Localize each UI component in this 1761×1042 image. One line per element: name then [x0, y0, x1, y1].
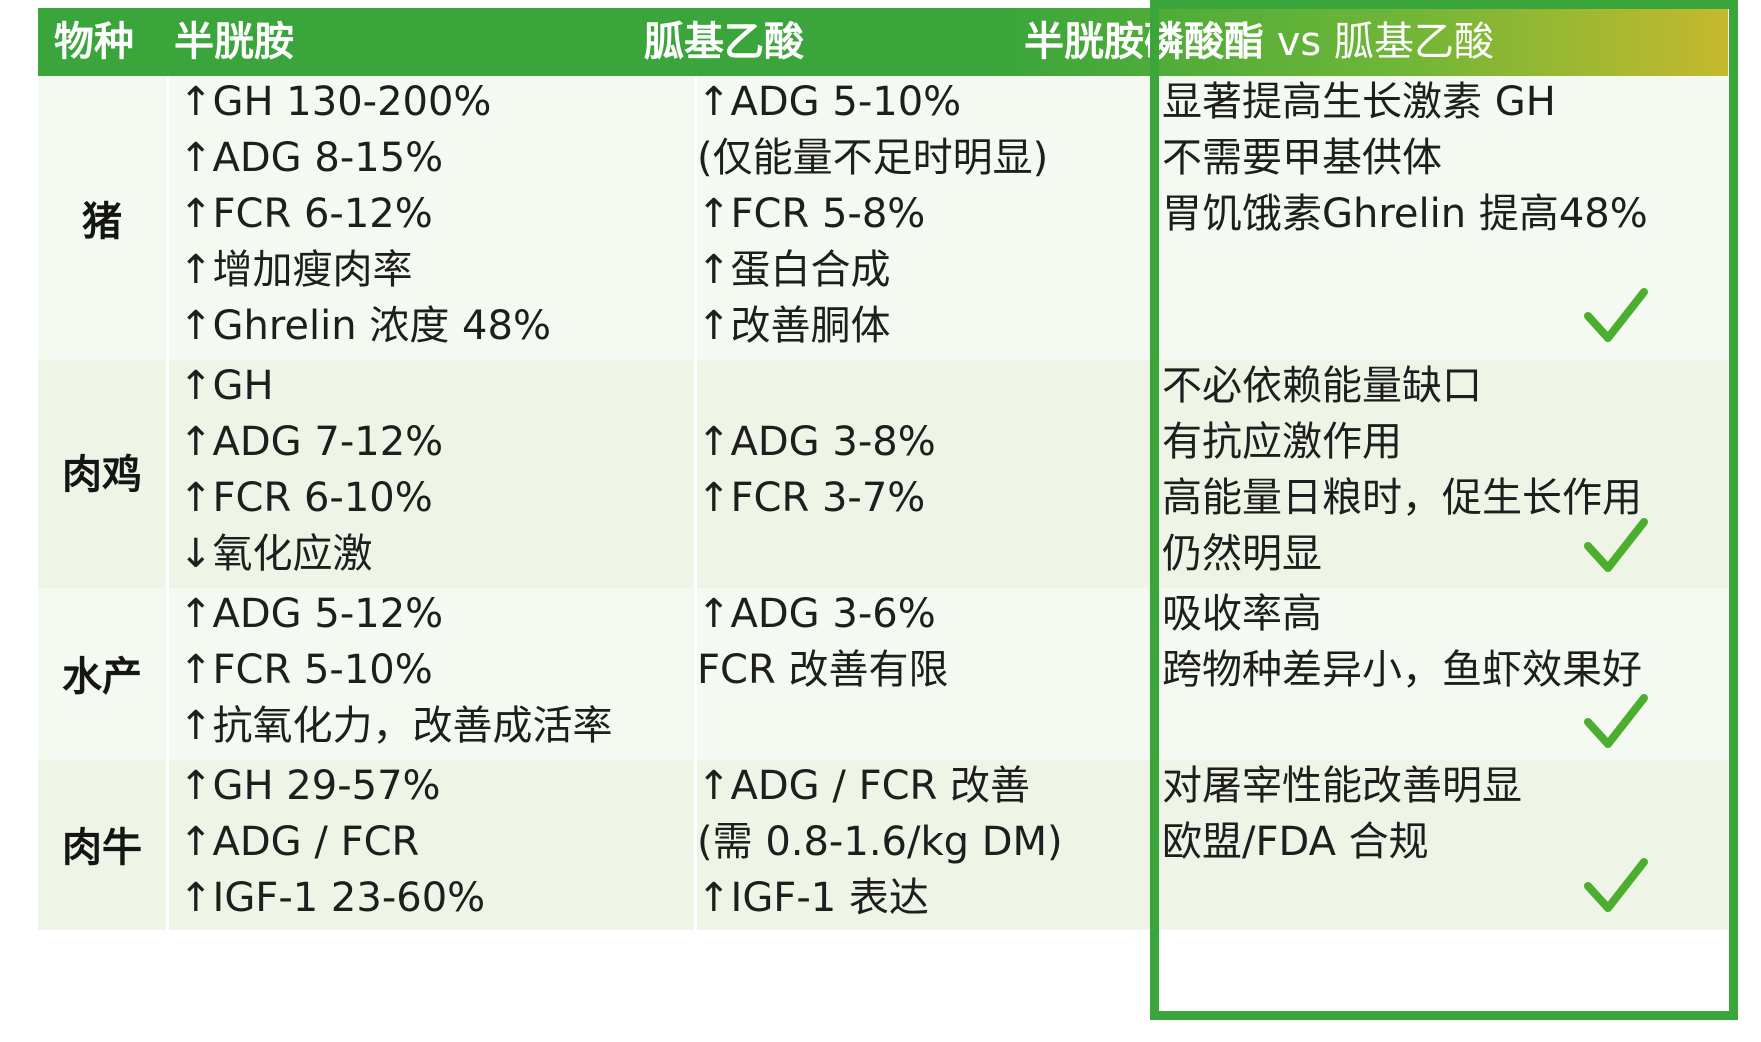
cell-line: 对屠宰性能改善明显: [1162, 763, 1522, 809]
cell-line: ↑抗氧化力，改善成活率: [179, 703, 613, 749]
species-label: 猪: [82, 199, 122, 245]
cell-line: ↑ADG 3-8%: [697, 419, 936, 465]
cell-line: ↑GH 130-200%: [179, 79, 492, 125]
table-row-beef-cattle: 肉牛 ↑GH 29-57% ↑ADG / FCR ↑IGF-1 23-60% ↑…: [38, 760, 1728, 930]
cell-line: 高能量日粮时，促生长作用: [1162, 475, 1642, 521]
cell-line: ↑ADG 5-10%: [697, 79, 962, 125]
cell-line: ↑增加瘦肉率: [179, 247, 413, 293]
cell-line: 不需要甲基供体: [1162, 135, 1442, 181]
header-gaa: 胍基乙酸: [644, 19, 804, 65]
cell-line: ↑IGF-1 表达: [697, 875, 929, 921]
cell-line: ↑FCR 5-10%: [179, 647, 433, 693]
cell-line: 不必依赖能量缺口: [1162, 363, 1482, 409]
cell-line: 跨物种差异小，鱼虾效果好: [1162, 647, 1642, 693]
cell-line: FCR 改善有限: [697, 647, 949, 693]
cysteamine-cell: ↑GH 29-57% ↑ADG / FCR ↑IGF-1 23-60%: [169, 760, 694, 930]
cell-line: 显著提高生长激素 GH: [1162, 79, 1556, 125]
header-comparison-vs: vs: [1264, 19, 1334, 65]
cell-line: (仅能量不足时明显): [697, 135, 1049, 181]
cell-line: (需 0.8-1.6/kg DM): [697, 819, 1063, 865]
header-comparison: 半胱胺磷酸酯 vs 胍基乙酸: [1000, 8, 1728, 76]
cysteamine-cell: ↑ADG 5-12% ↑FCR 5-10% ↑抗氧化力，改善成活率: [169, 588, 694, 760]
cell-line: ↑ADG / FCR 改善: [697, 763, 1031, 809]
cell-line: ↑ADG 8-15%: [179, 135, 444, 181]
comparison-cell: 对屠宰性能改善明显 欧盟/FDA 合规: [1152, 760, 1728, 930]
cell-line: ↑FCR 5-8%: [697, 191, 926, 237]
header-species: 物种: [54, 19, 134, 65]
comparison-table: 物种 半胱胺 胍基乙酸 半胱胺磷酸酯 vs 胍基乙酸 猪 ↑GH 130-200…: [38, 0, 1738, 1020]
cell-line: ↑Ghrelin 浓度 48%: [179, 303, 551, 349]
comparison-cell: 不必依赖能量缺口 有抗应激作用 高能量日粮时，促生长作用 仍然明显: [1152, 360, 1728, 588]
cysteamine-cell: ↑GH 130-200% ↑ADG 8-15% ↑FCR 6-12% ↑增加瘦肉…: [169, 76, 694, 360]
check-icon: [1582, 856, 1650, 916]
gaa-cell: ↑ADG 3-6% FCR 改善有限: [697, 588, 1149, 760]
cysteamine-cell: ↑GH ↑ADG 7-12% ↑FCR 6-10% ↓氧化应激: [169, 360, 694, 588]
table-row-pig: 猪 ↑GH 130-200% ↑ADG 8-15% ↑FCR 6-12% ↑增加…: [38, 76, 1728, 360]
cell-line: 欧盟/FDA 合规: [1162, 819, 1429, 865]
check-icon: [1582, 516, 1650, 576]
cell-line: ↑ADG / FCR: [179, 819, 420, 865]
comparison-cell: 吸收率高 跨物种差异小，鱼虾效果好: [1152, 588, 1728, 760]
cell-line: 胃饥饿素Ghrelin 提高48%: [1162, 191, 1648, 237]
cell-line: ↑改善胴体: [697, 303, 891, 349]
check-icon: [1582, 692, 1650, 752]
cell-line: ↑ADG 5-12%: [179, 591, 444, 637]
species-label: 水产: [62, 654, 142, 700]
header-comparison-tail: 胍基乙酸: [1333, 19, 1494, 65]
table-row-aquaculture: 水产 ↑ADG 5-12% ↑FCR 5-10% ↑抗氧化力，改善成活率 ↑AD…: [38, 588, 1728, 760]
cell-line: 吸收率高: [1162, 591, 1322, 637]
cell-line: ↑IGF-1 23-60%: [179, 875, 486, 921]
comparison-cell: 显著提高生长激素 GH 不需要甲基供体 胃饥饿素Ghrelin 提高48%: [1152, 76, 1728, 360]
gaa-cell: ↑ADG / FCR 改善 (需 0.8-1.6/kg DM) ↑IGF-1 表…: [697, 760, 1149, 930]
gaa-cell: ↑ADG 3-8% ↑FCR 3-7%: [697, 360, 1149, 588]
cell-line: 仍然明显: [1162, 531, 1322, 577]
cell-line: ↑FCR 6-12%: [179, 191, 433, 237]
check-icon: [1582, 286, 1650, 346]
table-row-broiler: 肉鸡 ↑GH ↑ADG 7-12% ↑FCR 6-10% ↓氧化应激 ↑ADG …: [38, 360, 1728, 588]
cell-line: ↑蛋白合成: [697, 247, 891, 293]
gaa-cell: ↑ADG 5-10% (仅能量不足时明显) ↑FCR 5-8% ↑蛋白合成 ↑改…: [697, 76, 1149, 360]
cell-line: ↑ADG 7-12%: [179, 419, 444, 465]
cell-line: ↓氧化应激: [179, 531, 373, 577]
cell-line: ↑FCR 3-7%: [697, 475, 926, 521]
cell-line: ↑GH: [179, 363, 274, 409]
species-label: 肉牛: [62, 825, 142, 871]
table-header: 物种 半胱胺 胍基乙酸 半胱胺磷酸酯 vs 胍基乙酸: [38, 8, 1728, 76]
header-cysteamine: 半胱胺: [174, 19, 294, 65]
header-comparison-main: 半胱胺磷酸酯: [1024, 19, 1264, 65]
cell-line: 有抗应激作用: [1162, 419, 1402, 465]
cell-line: ↑FCR 6-10%: [179, 475, 433, 521]
cell-line: ↑GH 29-57%: [179, 763, 441, 809]
species-label: 肉鸡: [62, 452, 142, 498]
cell-line: ↑ADG 3-6%: [697, 591, 936, 637]
